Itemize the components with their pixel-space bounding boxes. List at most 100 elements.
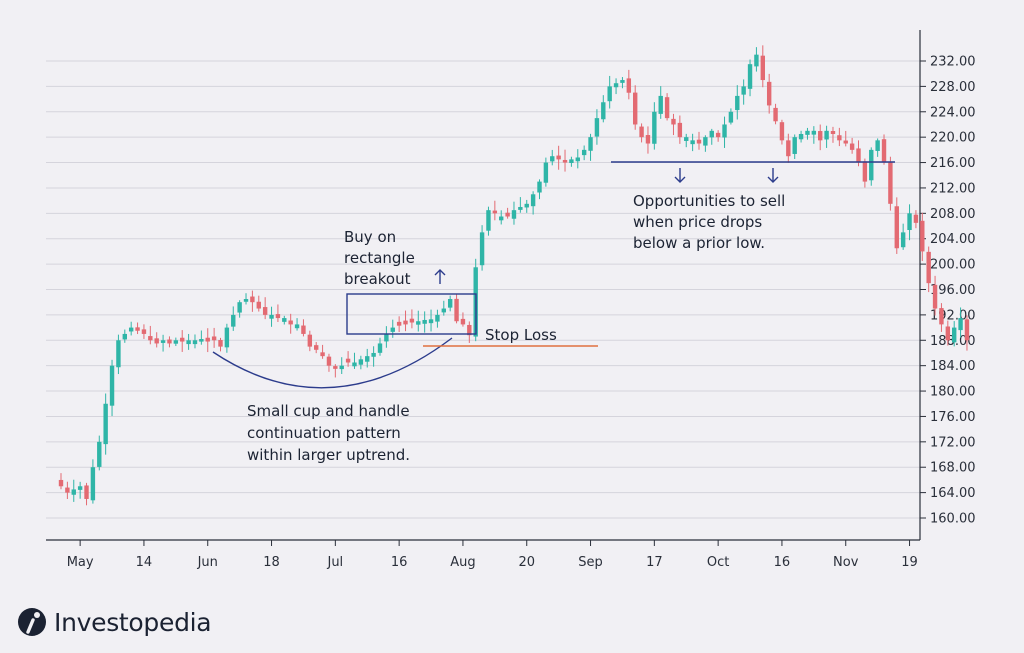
candle-body [696, 139, 702, 144]
x-tick-label: 16 [774, 555, 791, 570]
x-axis-ticks: May 14 Jun 18 Jul 16 Aug 20 Sep 17 Oct 16 Nov 19 [67, 540, 918, 570]
candle-body [243, 299, 249, 302]
candle-body [173, 340, 179, 344]
candle-body [754, 54, 759, 67]
candle-body [747, 64, 753, 89]
x-tick-label: Nov [833, 555, 859, 570]
y-tick-label: 216.00 [930, 156, 976, 171]
candle-body [339, 365, 344, 370]
candle-body [109, 365, 115, 406]
candle-body [269, 314, 274, 319]
candle-body [97, 441, 102, 467]
candle-body [505, 212, 510, 217]
candle-body [773, 107, 778, 122]
candle-body [620, 80, 625, 83]
candle-body [907, 213, 912, 231]
y-tick-label: 208.00 [930, 207, 976, 222]
candle-body [77, 486, 83, 490]
y-tick-label: 220.00 [930, 131, 976, 146]
candle-body [116, 340, 121, 368]
candle-body [447, 299, 453, 308]
candle-body [664, 97, 670, 119]
candle-body [326, 356, 332, 366]
candle-body [403, 320, 408, 325]
x-tick-label: May [67, 555, 94, 570]
candle-body [333, 366, 338, 369]
candle-body [518, 206, 523, 210]
candle-body [652, 111, 657, 144]
candle-body [741, 86, 746, 95]
x-tick-label: Oct [707, 555, 729, 570]
candle-body [250, 296, 255, 303]
candle-body [358, 359, 364, 365]
grid-lines [46, 60, 920, 519]
candle-body [218, 340, 223, 347]
candle-body [365, 356, 370, 362]
candle-body [766, 81, 772, 106]
y-tick-label: 164.00 [930, 486, 976, 501]
candle-body [677, 122, 683, 138]
candle-body [715, 132, 721, 138]
candle-body [537, 181, 542, 193]
candle-body [849, 143, 855, 150]
candle-body [454, 298, 459, 322]
candle-body [180, 337, 185, 342]
x-tick-label: 14 [136, 555, 153, 570]
candle-body [639, 126, 644, 138]
axes [46, 30, 921, 541]
candle-body [294, 324, 300, 329]
candle-body [211, 336, 217, 341]
candle-body [945, 326, 951, 341]
candle-body [798, 133, 804, 140]
candle-body [658, 95, 663, 114]
candle-body [71, 489, 76, 495]
candle-body [964, 319, 970, 341]
y-tick-label: 172.00 [930, 435, 976, 450]
candle-body [735, 95, 740, 111]
candle-body [160, 340, 166, 343]
candle-body [65, 487, 70, 493]
candle-body [205, 337, 210, 342]
candle-body [199, 339, 204, 342]
candle-body [499, 216, 504, 221]
candle-body [224, 327, 230, 348]
candle-body [792, 137, 797, 154]
stop-loss-label: Stop Loss [485, 326, 557, 344]
y-tick-label: 160.00 [930, 512, 976, 527]
candle-body [837, 135, 842, 141]
y-tick-label: 180.00 [930, 385, 976, 400]
candle-body [441, 308, 446, 313]
candle-body [479, 232, 485, 266]
annotations: Buy on rectangle breakout Stop Loss Smal… [212, 161, 895, 464]
candle-body [601, 102, 606, 120]
candle-body [550, 156, 555, 162]
sell-arrow-down-icon [767, 168, 779, 183]
y-tick-label: 184.00 [930, 359, 976, 374]
candle-body [460, 318, 466, 325]
candle-body [352, 362, 357, 367]
y-tick-label: 212.00 [930, 181, 976, 196]
sell-arrow-down-icon [674, 168, 686, 183]
candle-body [486, 210, 491, 231]
candle-body [141, 329, 147, 334]
candle-body [562, 159, 568, 163]
candle-body [581, 149, 587, 156]
x-tick-label: Aug [450, 555, 475, 570]
candle-body [722, 124, 727, 138]
candle-body [511, 210, 517, 219]
y-tick-label: 196.00 [930, 283, 976, 298]
candle-body [409, 318, 415, 323]
candle-body [262, 307, 268, 315]
investopedia-logo-icon [18, 608, 46, 636]
x-tick-label: Jun [197, 555, 218, 570]
candle-body [932, 284, 938, 309]
candle-body [288, 320, 293, 325]
candle-body [588, 137, 593, 151]
candle-body [314, 345, 319, 350]
candle-body [231, 314, 236, 327]
candle-body [492, 210, 498, 214]
candle-body [58, 479, 64, 487]
y-tick-label: 232.00 [930, 55, 976, 70]
y-tick-label: 228.00 [930, 80, 976, 95]
